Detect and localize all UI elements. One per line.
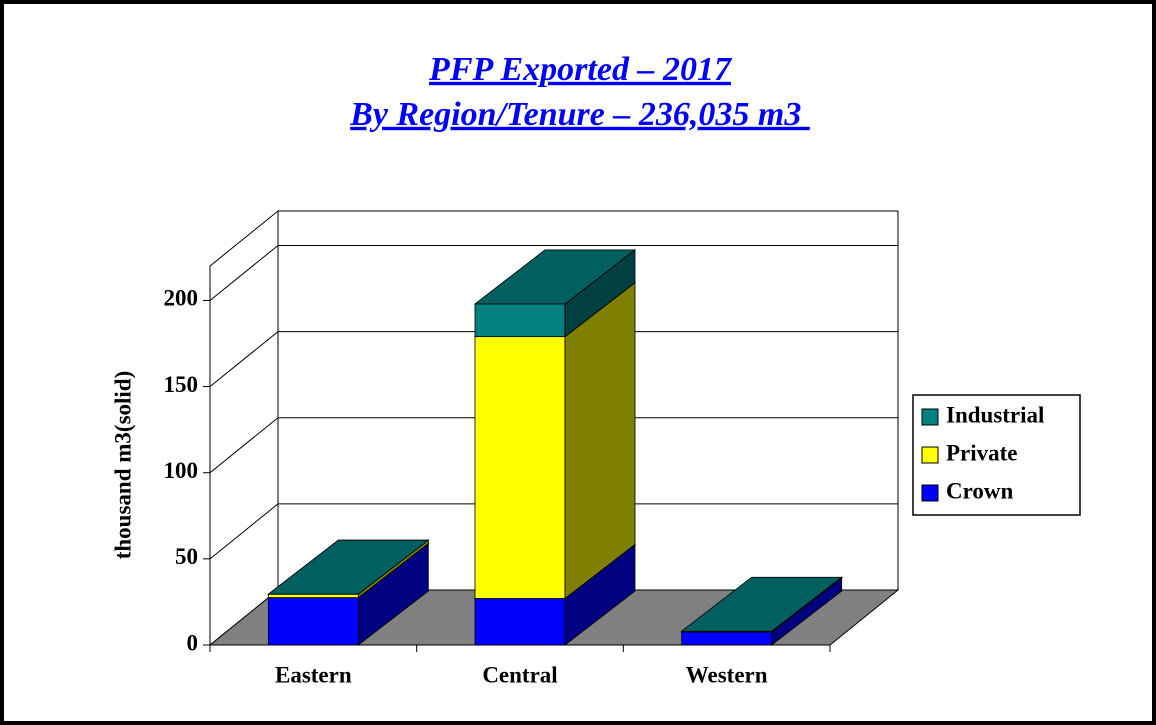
legend-swatch (921, 446, 939, 464)
legend-label: Industrial (946, 402, 1044, 427)
bar-top (680, 576, 843, 632)
y-tick-label: 200 (164, 286, 199, 311)
y-tick-label: 100 (164, 458, 199, 483)
bar-front (681, 631, 773, 646)
bar-side (564, 281, 636, 600)
y-tick-label: 150 (164, 372, 199, 397)
y-tick-label: 0 (187, 630, 199, 655)
x-tick-label: Western (686, 662, 768, 687)
bar-top (267, 539, 430, 595)
grid-line (209, 417, 279, 474)
chart-title: PFP Exported – 2017 (428, 51, 733, 88)
legend-label: Private (946, 440, 1018, 465)
legend (912, 394, 1081, 516)
bar-front (474, 598, 566, 646)
bar-front (474, 303, 566, 338)
bar-front (267, 597, 359, 646)
legend-swatch (921, 408, 939, 426)
x-tick-label: Central (482, 662, 557, 687)
bar-front (474, 336, 566, 599)
legend-label: Crown (946, 478, 1014, 503)
bar-top (473, 249, 637, 305)
grid-line (209, 503, 279, 560)
chart-subtitle: By Region/Tenure – 236,035 m3 (349, 96, 810, 133)
bar-front (267, 593, 359, 599)
y-tick-label: 50 (175, 544, 198, 569)
grid-line (209, 245, 279, 301)
grid-line (209, 331, 279, 387)
y-axis-label: thousand m3(solid) (110, 371, 135, 560)
side-wall (209, 209, 279, 647)
x-tick-label: Eastern (275, 662, 352, 687)
legend-swatch (921, 484, 939, 502)
